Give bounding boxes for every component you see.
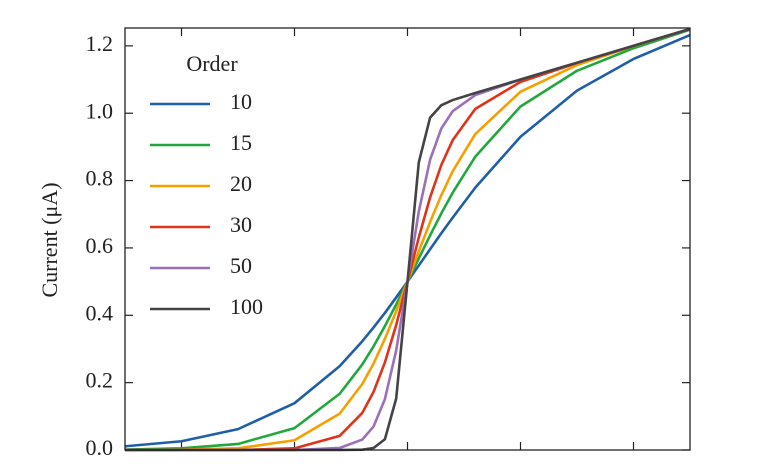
y-tick-label: 0.4: [86, 300, 114, 325]
legend-label: 10: [230, 89, 252, 114]
legend-label: 20: [230, 171, 252, 196]
series-line: [124, 33, 691, 448]
series-line: [125, 27, 691, 452]
y-tick-label: 0.6: [86, 233, 114, 258]
legend-title: Order: [186, 51, 238, 76]
y-tick-label: 0.0: [86, 435, 114, 460]
y-tick-label: 0.2: [86, 368, 114, 393]
y-tick-label: 1.2: [86, 31, 114, 56]
legend-label: 30: [230, 212, 252, 237]
series-line: [125, 27, 691, 452]
legend-label: 15: [230, 130, 252, 155]
series-line: [125, 27, 691, 452]
y-tick-label: 1.0: [86, 98, 114, 123]
y-tick-label: 0.8: [86, 166, 114, 191]
legend-label: 50: [230, 253, 252, 278]
legend-label: 100: [230, 294, 263, 319]
series-line: [124, 28, 691, 451]
y-axis-label: Current (μA): [37, 182, 62, 297]
series-line: [124, 27, 691, 452]
plot-frame: [124, 27, 691, 451]
